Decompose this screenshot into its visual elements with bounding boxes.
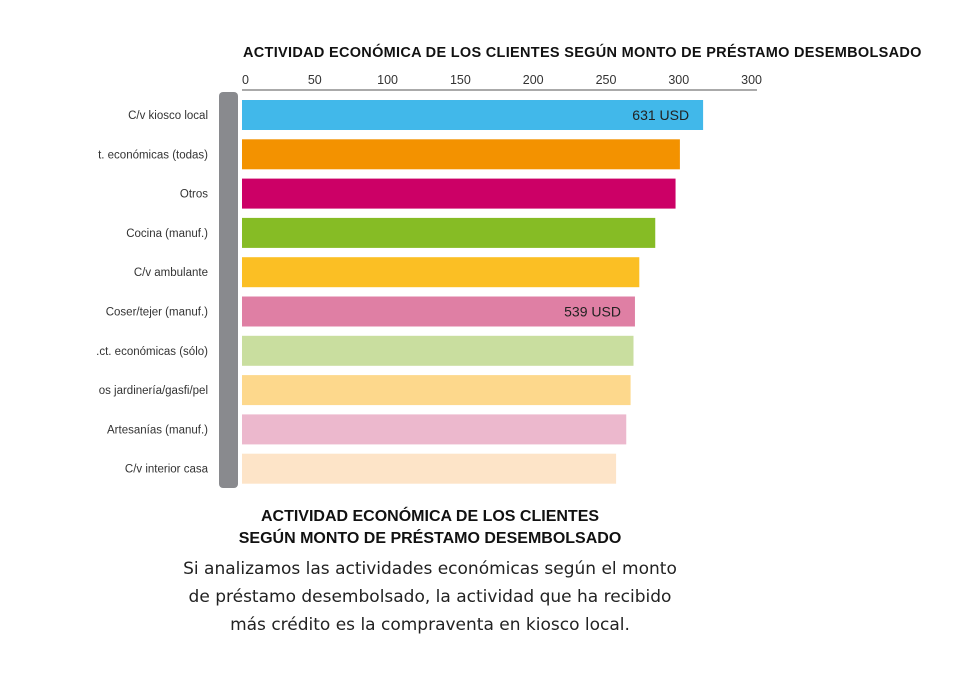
x-tick-label: 0 bbox=[242, 73, 249, 87]
chart-title: ACTIVIDAD ECONÓMICA DE LOS CLIENTES SEGÚ… bbox=[243, 45, 922, 61]
bar bbox=[242, 217, 656, 248]
category-axis-band bbox=[219, 92, 238, 488]
bar bbox=[242, 335, 634, 366]
x-tick-label: 300 bbox=[741, 73, 762, 87]
category-label: C/v kiosco local bbox=[128, 110, 208, 122]
caption-body-line-2: de préstamo desembolsado, la actividad q… bbox=[188, 587, 672, 607]
category-label: t. económicas (todas) bbox=[98, 149, 208, 161]
caption-body-line-3: más crédito es la compraventa en kiosco … bbox=[230, 615, 630, 635]
bars-group bbox=[242, 100, 704, 484]
category-label: Coser/tejer (manuf.) bbox=[106, 307, 208, 319]
category-label: os jardinería/gasfi/pel bbox=[99, 385, 208, 397]
data-labels: 631 USD 539 USD bbox=[564, 107, 689, 320]
category-label: .ct. económicas (sólo) bbox=[96, 346, 208, 358]
caption-body: Si analizamos las actividades económicas… bbox=[0, 555, 860, 639]
bar-chart: 0 50 100 150 200 250 300 300 C/v kiosco local t.… bbox=[96, 73, 762, 488]
data-label: 631 USD bbox=[632, 107, 689, 123]
caption-body-line-1: Si analizamos las actividades económicas… bbox=[183, 559, 677, 579]
x-tick-label: 150 bbox=[450, 73, 471, 87]
x-tick-label: 100 bbox=[377, 73, 398, 87]
caption-title-line-1: ACTIVIDAD ECONÓMICA DE LOS CLIENTES bbox=[260, 508, 600, 525]
bar bbox=[242, 375, 631, 406]
bar bbox=[242, 100, 704, 130]
caption-title: ACTIVIDAD ECONÓMICA DE LOS CLIENTES SEGÚ… bbox=[0, 506, 860, 550]
x-tick-label: 300 bbox=[668, 73, 689, 87]
category-label: C/v interior casa bbox=[125, 464, 209, 476]
category-label: Cocina (manuf.) bbox=[126, 228, 208, 240]
category-label: C/v ambulante bbox=[134, 267, 208, 279]
category-label: Artesanías (manuf.) bbox=[107, 424, 208, 436]
bar bbox=[242, 296, 635, 327]
x-tick-label: 200 bbox=[523, 73, 544, 87]
bar bbox=[242, 257, 640, 288]
category-label: Otros bbox=[180, 189, 208, 201]
bar bbox=[242, 453, 617, 484]
x-tick-label: 50 bbox=[308, 73, 322, 87]
x-tick-label: 250 bbox=[596, 73, 617, 87]
data-label: 539 USD bbox=[564, 304, 621, 320]
bar bbox=[242, 139, 680, 170]
caption-title-line-2: SEGÚN MONTO DE PRÉSTAMO DESEMBOLSADO bbox=[238, 530, 622, 547]
category-labels: C/v kiosco local t. económicas (todas) Otr… bbox=[96, 110, 208, 476]
x-tick-labels: 0 50 100 150 200 250 300 300 bbox=[242, 73, 762, 87]
bar bbox=[242, 414, 627, 445]
bar bbox=[242, 178, 676, 209]
